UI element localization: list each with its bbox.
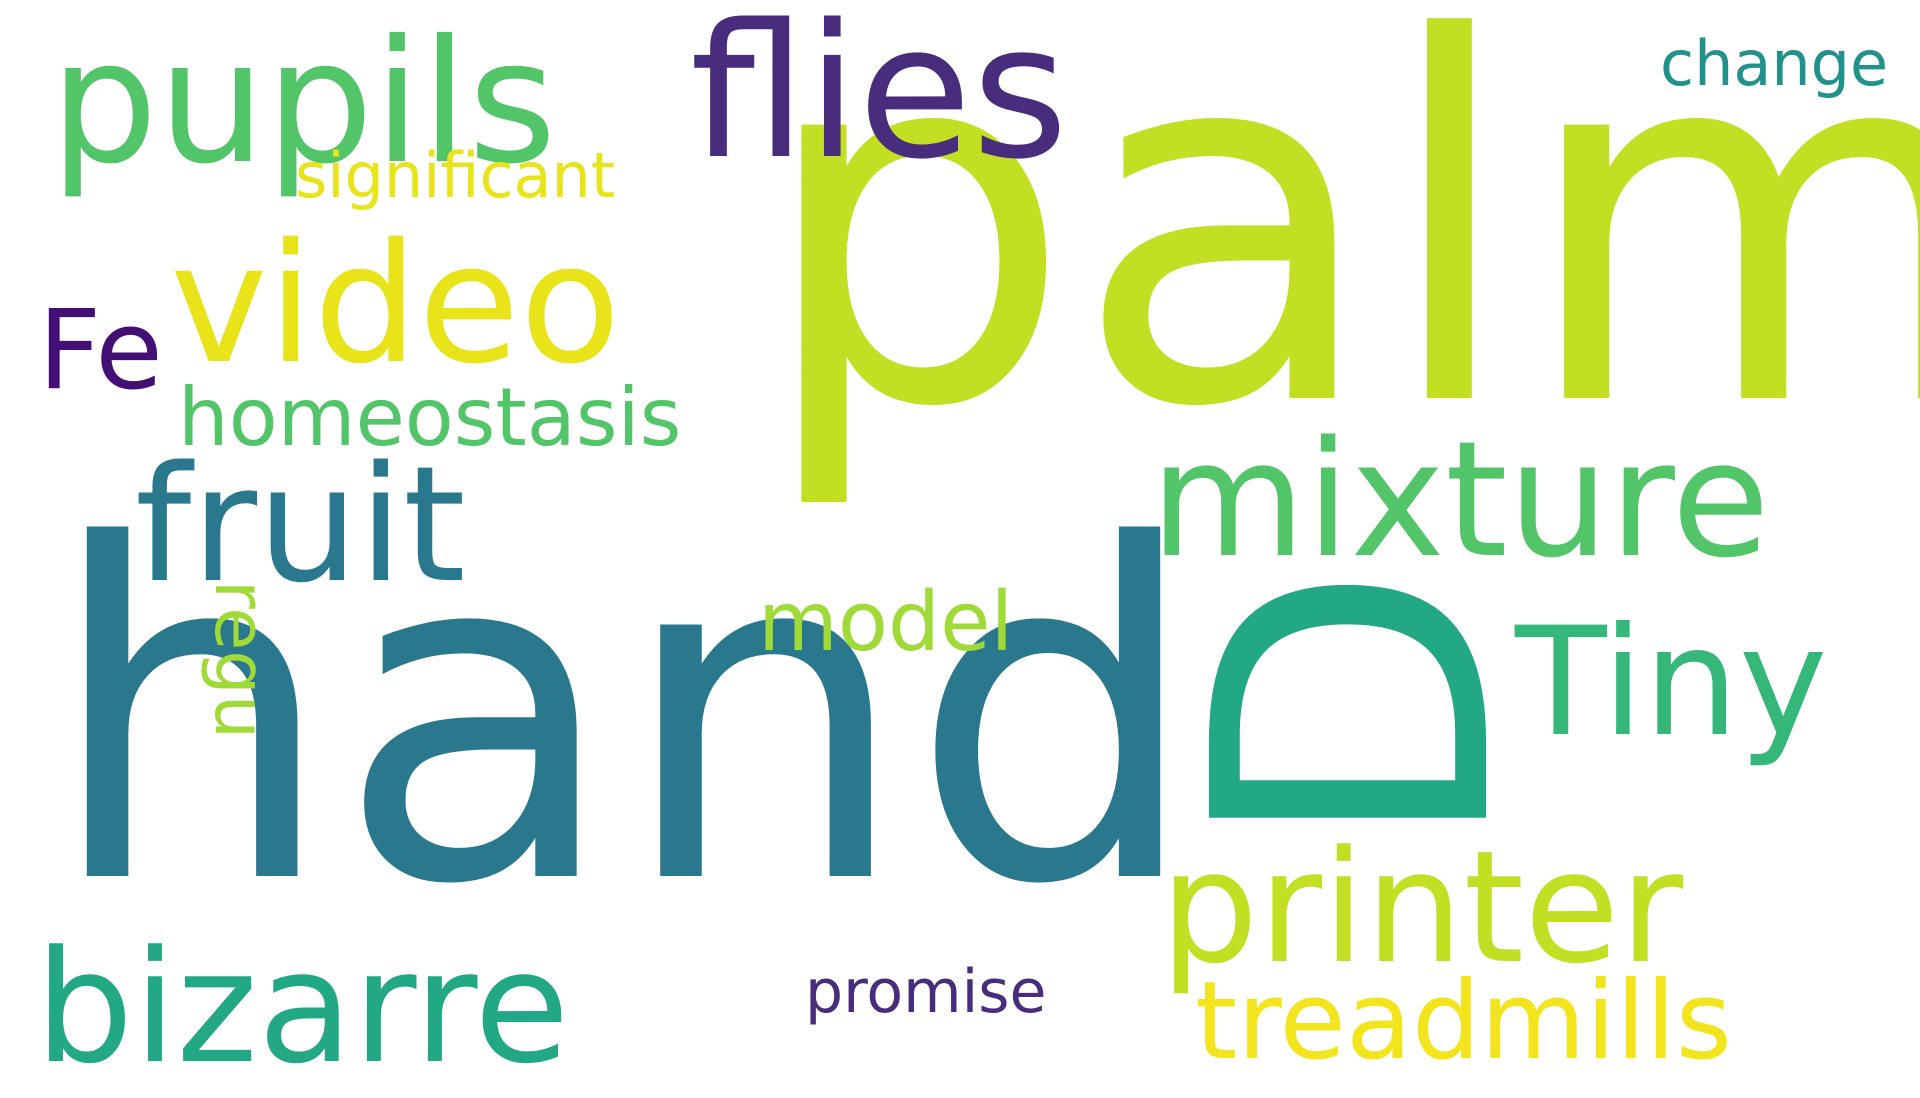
word-treadmills: treadmills — [1195, 959, 1733, 1084]
word-significant: significant — [295, 139, 616, 212]
word-fe: Fe — [38, 286, 163, 414]
word-mixture: mixture — [1150, 406, 1770, 593]
word-d: D — [1133, 562, 1576, 855]
word-change: change — [1660, 27, 1889, 100]
word-model: model — [758, 575, 1014, 670]
word-promise: promise — [805, 957, 1047, 1027]
word-homeostasis: homeostasis — [178, 371, 682, 464]
word-fruit: fruit — [135, 431, 466, 618]
word-printer: printer — [1160, 817, 1684, 998]
word-bizarre: bizarre — [35, 917, 570, 1098]
word-hand: hand — [45, 450, 1202, 985]
word-video: video — [170, 208, 621, 400]
word-tiny: Tiny — [1515, 596, 1828, 770]
word-pupils: pupils — [50, 4, 557, 202]
word-regu: regu — [199, 580, 281, 740]
word-flies: flies — [690, 0, 1069, 200]
word-palm: palm — [756, 0, 1920, 516]
